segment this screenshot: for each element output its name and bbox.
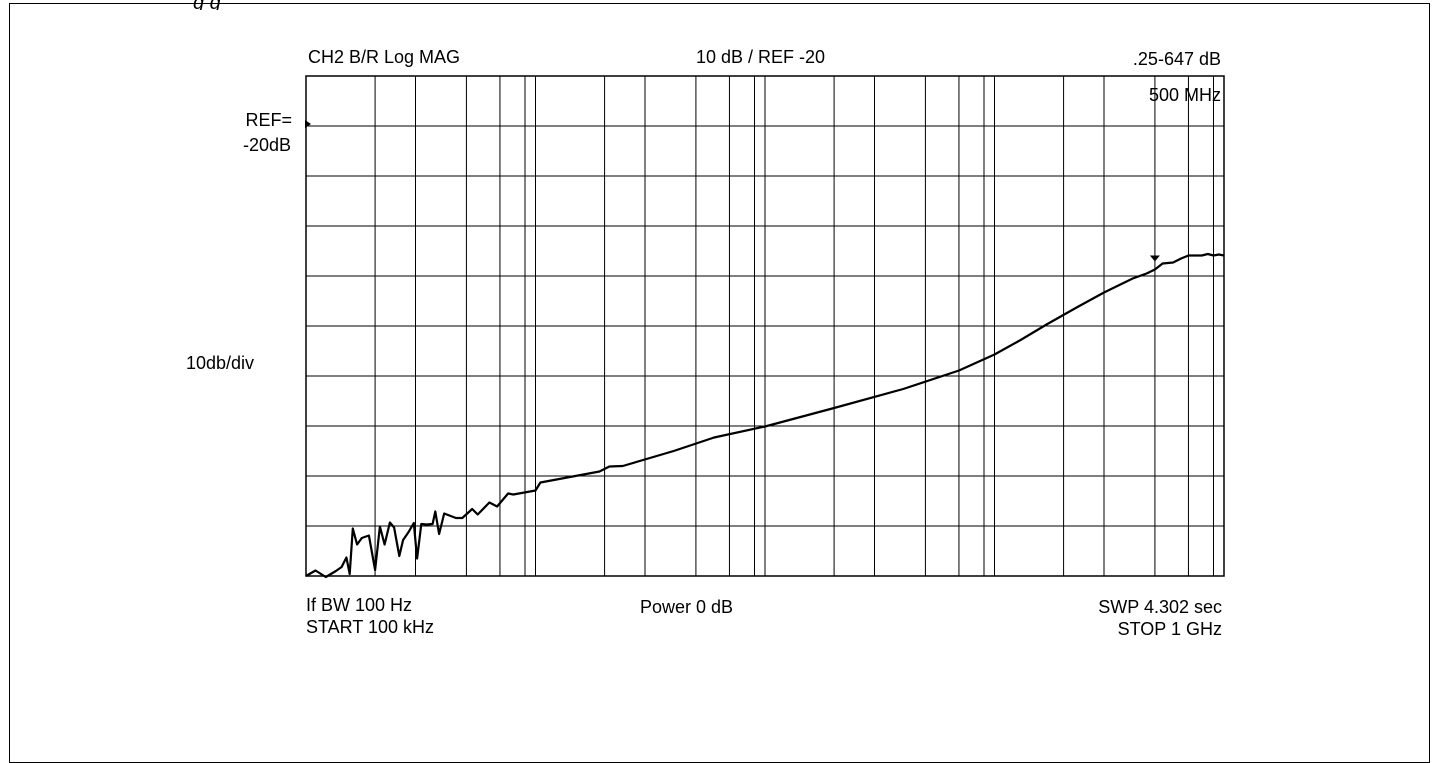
power-level: Power 0 dB [640, 597, 734, 617]
marker-value: .25-647 dB [1132, 49, 1221, 69]
if-bandwidth: If BW 100 Hz [306, 595, 413, 615]
ref-label: REF= [245, 110, 292, 130]
marker-frequency: 500 MHz [1148, 85, 1221, 105]
marker-layer [1149, 255, 1160, 262]
stop-frequency: STOP 1 GHz [1117, 619, 1222, 639]
reference-arrow-icon [305, 120, 311, 128]
cropped-header-mark: g g [193, 0, 253, 10]
scale-label: 10 dB / REF -20 [696, 47, 826, 67]
trace-line [305, 252, 1225, 579]
trace-layer [305, 252, 1225, 579]
sweep-time: SWP 4.302 sec [1098, 597, 1222, 617]
start-frequency: START 100 kHz [306, 617, 435, 637]
ref-value: -20dB [242, 135, 291, 155]
marker-triangle-icon [1149, 255, 1160, 262]
division-label: 10db/div [186, 353, 255, 373]
plot-grid [305, 75, 1225, 577]
channel-label: CH2 B/R Log MAG [308, 47, 461, 67]
